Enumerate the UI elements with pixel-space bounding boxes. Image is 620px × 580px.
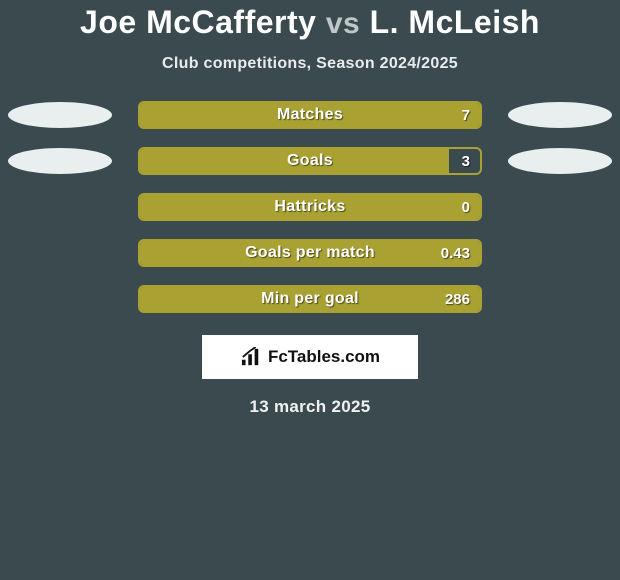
stat-bar: Matches 7 bbox=[138, 101, 482, 129]
right-value-pill bbox=[508, 102, 612, 128]
stat-label: Matches bbox=[140, 103, 480, 127]
stat-row: Min per goal 286 bbox=[0, 285, 620, 313]
stat-label: Goals per match bbox=[140, 241, 480, 265]
page-title: Joe McCafferty vs L. McLeish bbox=[0, 4, 620, 41]
branding-text: FcTables.com bbox=[268, 347, 380, 367]
stat-value: 0.43 bbox=[441, 241, 470, 265]
stat-row: Goals per match 0.43 bbox=[0, 239, 620, 267]
stat-label: Min per goal bbox=[140, 287, 480, 311]
stat-value: 0 bbox=[462, 195, 470, 219]
title-vs: vs bbox=[326, 7, 360, 40]
stat-bar: Hattricks 0 bbox=[138, 193, 482, 221]
left-value-pill bbox=[8, 148, 112, 174]
stat-bar: Goals 3 bbox=[138, 147, 482, 175]
subtitle: Club competitions, Season 2024/2025 bbox=[0, 55, 620, 73]
stat-row: Goals 3 bbox=[0, 147, 620, 175]
stat-label: Goals bbox=[140, 149, 480, 173]
date-label: 13 march 2025 bbox=[0, 397, 620, 417]
title-player2: L. McLeish bbox=[370, 4, 540, 40]
right-value-pill bbox=[508, 148, 612, 174]
stat-bar: Min per goal 286 bbox=[138, 285, 482, 313]
stat-bar: Goals per match 0.43 bbox=[138, 239, 482, 267]
stat-row: Matches 7 bbox=[0, 101, 620, 129]
stat-value: 3 bbox=[462, 149, 470, 173]
title-player1: Joe McCafferty bbox=[80, 4, 316, 40]
stat-row: Hattricks 0 bbox=[0, 193, 620, 221]
stat-label: Hattricks bbox=[140, 195, 480, 219]
left-value-pill bbox=[8, 102, 112, 128]
bar-chart-icon bbox=[240, 347, 262, 367]
stat-rows: Matches 7 Goals 3 Hattricks 0 bbox=[0, 101, 620, 313]
stat-value: 7 bbox=[462, 103, 470, 127]
stat-value: 286 bbox=[445, 287, 470, 311]
comparison-infographic: Joe McCafferty vs L. McLeish Club compet… bbox=[0, 0, 620, 417]
branding-box: FcTables.com bbox=[202, 335, 418, 379]
